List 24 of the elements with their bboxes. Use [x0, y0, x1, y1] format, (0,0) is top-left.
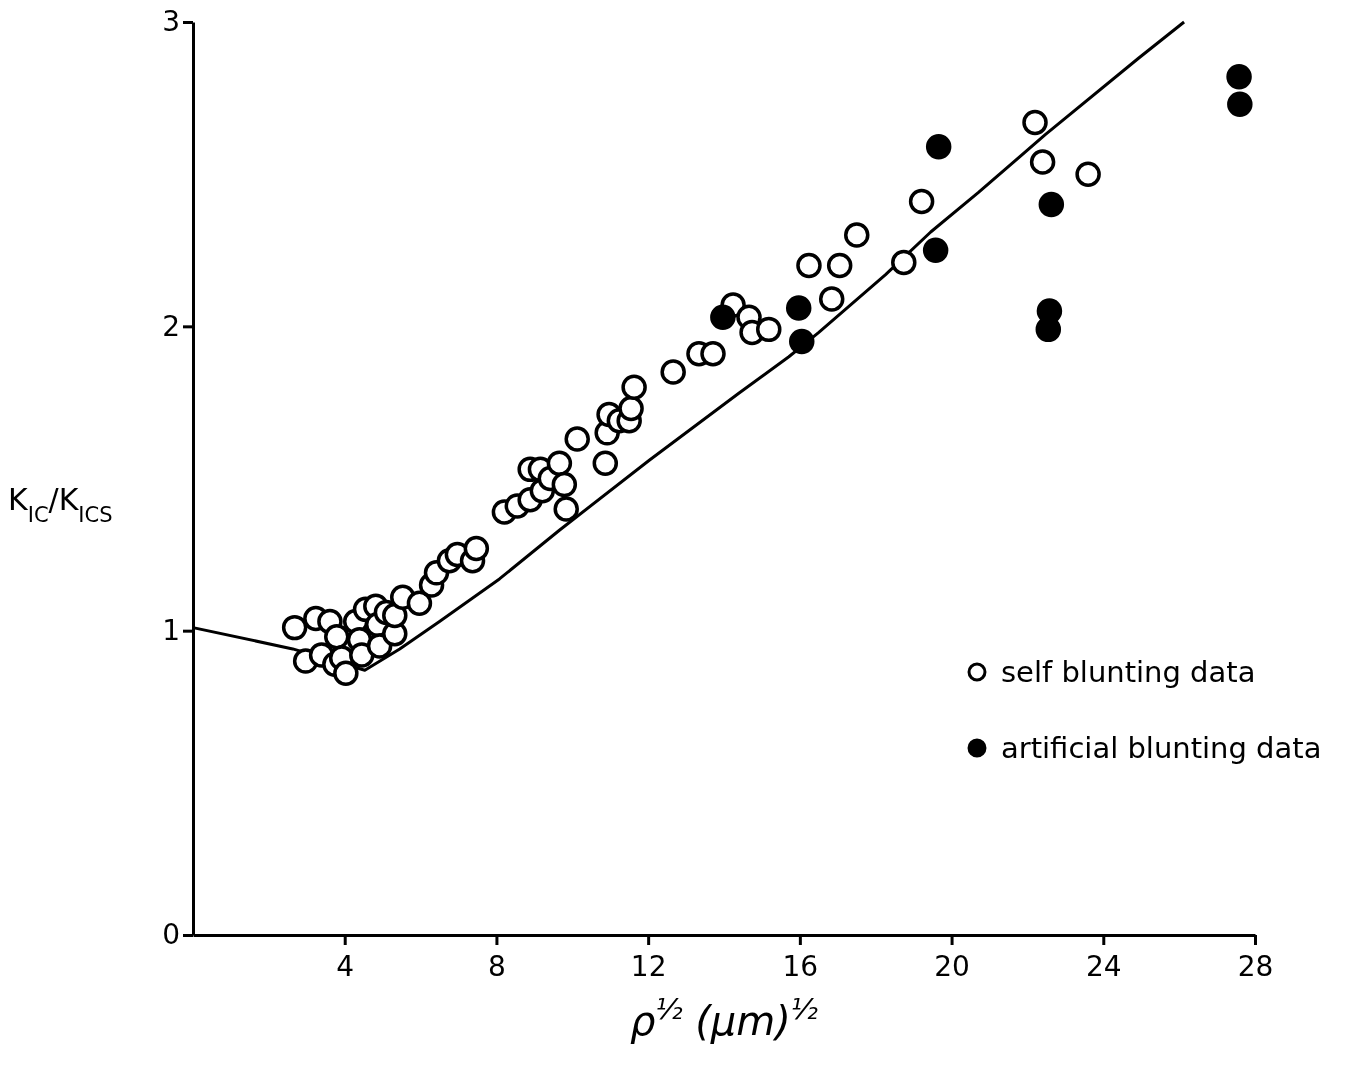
point [925, 134, 952, 160]
point [1038, 191, 1065, 218]
y-tick-label: 1 [162, 614, 180, 648]
y-tick-label: 0 [162, 918, 180, 952]
x-tick-label: 12 [630, 950, 667, 983]
point [1226, 64, 1252, 90]
x-tick-label: 16 [782, 950, 819, 983]
y-axis-title: K$_{IC}$/K$_{ICS}$ [8, 482, 113, 527]
x-tick-label: 24 [1085, 950, 1122, 983]
legend-label: artificial blunting data [1001, 731, 1322, 765]
point [785, 295, 812, 321]
x-tick-label: 8 [488, 950, 506, 983]
y-tick-label: 2 [162, 309, 180, 343]
point [1035, 316, 1062, 343]
point [922, 237, 949, 263]
x-axis-title: ρ$^{½}$ (μm)$^{½}$ [629, 992, 819, 1044]
point [1227, 91, 1253, 117]
point [789, 328, 815, 355]
x-tick-label: 20 [934, 950, 970, 983]
y-tick-label: 3 [162, 5, 180, 39]
legend-label: self blunting data [1001, 655, 1256, 689]
point [710, 304, 736, 330]
x-tick-label: 4 [336, 950, 355, 983]
x-tick-label: 28 [1237, 950, 1274, 983]
